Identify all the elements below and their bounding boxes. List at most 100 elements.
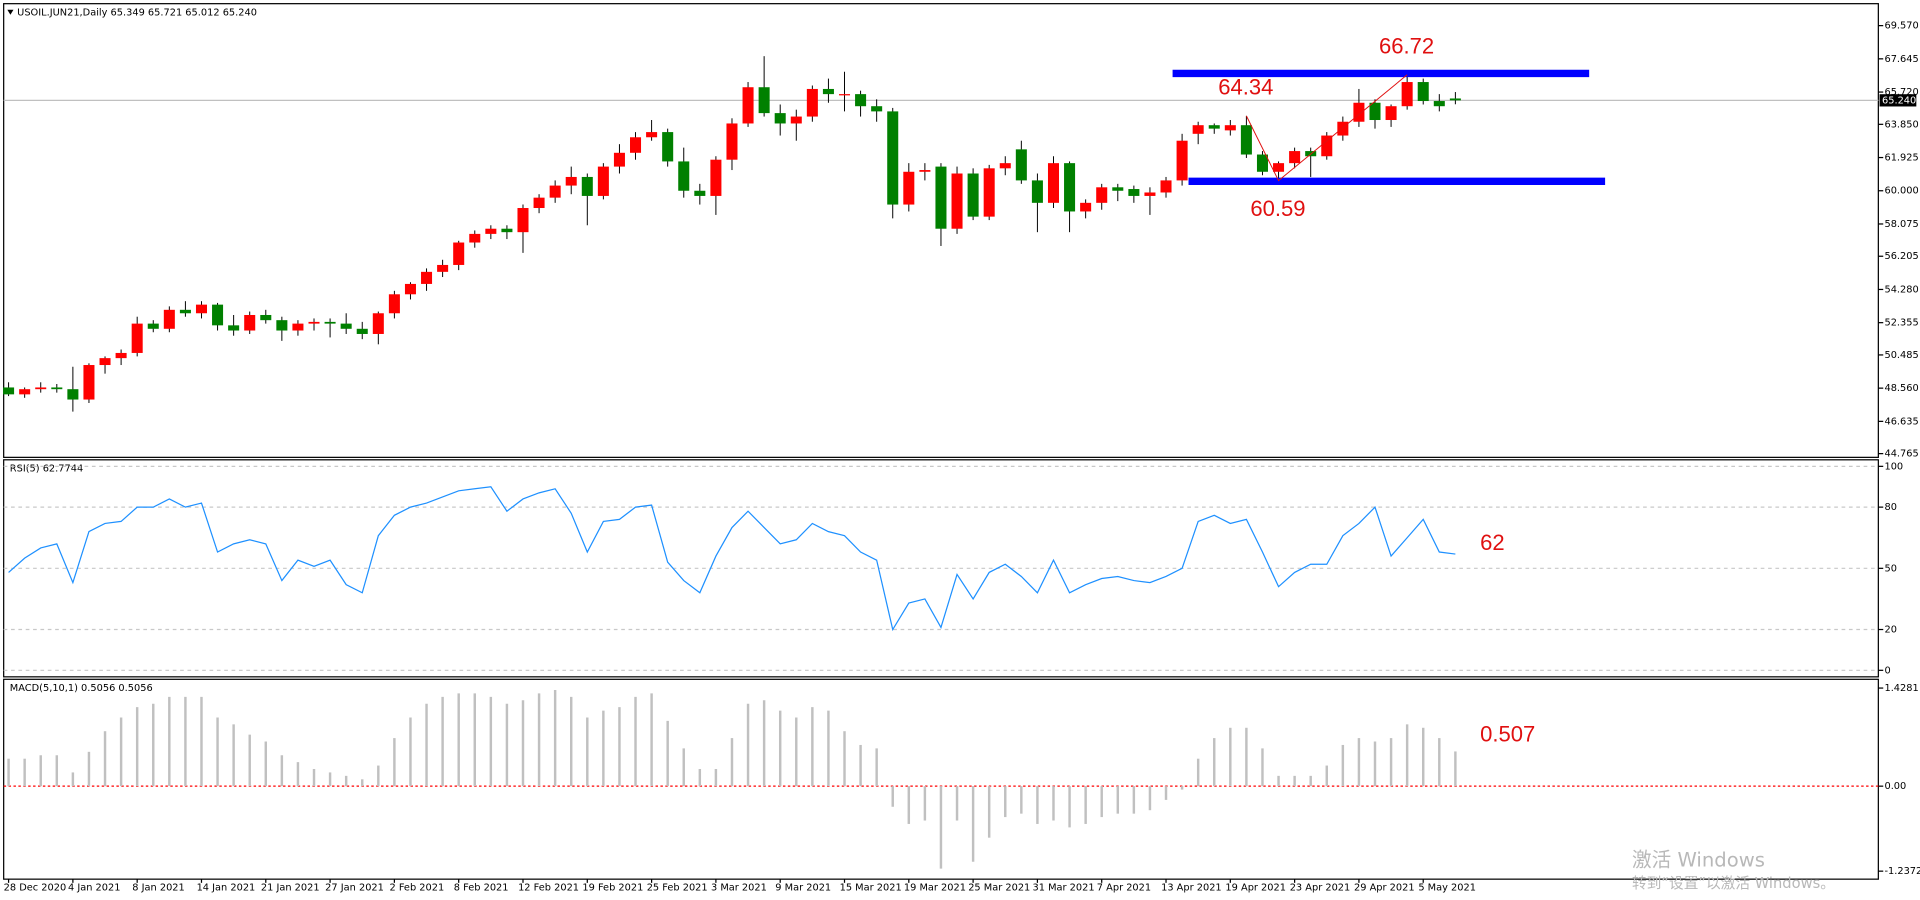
candle-body xyxy=(726,123,738,160)
candle-body xyxy=(935,166,947,229)
y-tick-label: 50.485 xyxy=(1884,350,1918,361)
x-tick-label: 25 Feb 2021 xyxy=(647,883,708,894)
y-tick-label: 0.00 xyxy=(1884,781,1906,792)
candle-body xyxy=(1321,135,1333,157)
macd-pane xyxy=(3,678,1879,880)
y-tick-label: -1.2372 xyxy=(1884,866,1920,877)
candle-body xyxy=(967,173,979,217)
y-tick-label: 100 xyxy=(1884,461,1903,472)
candle-body xyxy=(903,171,915,205)
candle-body xyxy=(742,87,754,124)
candle-body xyxy=(1031,180,1043,203)
candle-body xyxy=(855,94,867,107)
x-tick-label: 28 Dec 2020 xyxy=(4,883,67,894)
candle-body xyxy=(613,152,625,167)
x-tick-label: 19 Mar 2021 xyxy=(904,883,966,894)
y-tick-label: 52.355 xyxy=(1884,318,1918,329)
chart-title: USOIL.JUN21,Daily 65.349 65.721 65.012 6… xyxy=(17,7,257,18)
candle-body xyxy=(919,170,931,172)
price-annotation: 60.59 xyxy=(1250,196,1305,221)
candle-body xyxy=(1449,98,1461,101)
candle-body xyxy=(1353,102,1365,122)
rsi-annotation: 62 xyxy=(1480,530,1505,555)
x-tick-label: 8 Jan 2021 xyxy=(132,883,184,894)
x-tick-label: 9 Mar 2021 xyxy=(775,883,831,894)
candle-body xyxy=(244,314,256,331)
candle-body xyxy=(228,325,240,331)
x-tick-label: 8 Feb 2021 xyxy=(454,883,509,894)
zigzag-line xyxy=(1245,74,1408,182)
y-tick-label: 61.925 xyxy=(1884,153,1918,164)
x-tick-label: 2 Feb 2021 xyxy=(389,883,444,894)
y-tick-label: 56.205 xyxy=(1884,251,1918,262)
x-tick-label: 21 Jan 2021 xyxy=(261,883,320,894)
candle-body xyxy=(276,320,288,331)
candle-body xyxy=(179,309,191,314)
price-pane xyxy=(3,3,1879,458)
candle-body xyxy=(19,389,31,395)
candle-body xyxy=(678,161,690,191)
candle-body xyxy=(1144,192,1156,196)
candle-body xyxy=(67,389,79,400)
last-price-label: 65.240 xyxy=(1882,95,1916,106)
x-tick-label: 19 Feb 2021 xyxy=(582,883,643,894)
candle-body xyxy=(1240,125,1252,155)
candle-body xyxy=(1064,163,1076,212)
candle-body xyxy=(983,168,995,217)
candle-body xyxy=(758,87,770,114)
candle-body xyxy=(51,387,63,390)
candle-body xyxy=(822,88,834,95)
candle-body xyxy=(83,365,95,400)
y-tick-label: 44.765 xyxy=(1884,449,1918,460)
last-price-box xyxy=(1879,94,1917,107)
candle-body xyxy=(324,321,336,324)
candle-body xyxy=(35,387,47,390)
candle-body xyxy=(195,304,207,314)
candle-body xyxy=(356,328,368,334)
candle-body xyxy=(1385,106,1397,121)
candle-body xyxy=(1401,82,1413,107)
candle-body xyxy=(710,159,722,196)
y-tick-label: 63.850 xyxy=(1884,119,1918,130)
macd-title: MACD(5,10,1) 0.5056 0.5056 xyxy=(10,683,153,694)
y-tick-label: 50 xyxy=(1884,563,1896,574)
candle-body xyxy=(3,387,15,395)
y-tick-label: 1.4281 xyxy=(1884,683,1918,694)
x-tick-label: 5 May 2021 xyxy=(1418,883,1476,894)
candle-body xyxy=(1369,102,1381,121)
y-tick-label: 20 xyxy=(1884,625,1896,636)
x-tick-label: 4 Jan 2021 xyxy=(68,883,120,894)
candle-body xyxy=(1015,149,1027,181)
candle-body xyxy=(147,323,159,329)
candle-body xyxy=(871,106,883,112)
y-tick-label: 69.570 xyxy=(1884,21,1918,32)
price-annotation: 64.34 xyxy=(1218,75,1273,100)
candle-body xyxy=(790,116,802,124)
x-tick-label: 15 Mar 2021 xyxy=(840,883,902,894)
candle-body xyxy=(1160,180,1172,193)
candle-body xyxy=(437,264,449,272)
x-tick-label: 23 Apr 2021 xyxy=(1290,883,1351,894)
candle-body xyxy=(1417,82,1429,102)
candle-body xyxy=(131,323,143,353)
y-tick-label: 60.000 xyxy=(1884,186,1918,197)
x-tick-label: 25 Mar 2021 xyxy=(968,883,1030,894)
candle-body xyxy=(212,304,224,326)
y-tick-label: 48.560 xyxy=(1884,383,1918,394)
candle-body xyxy=(1128,189,1140,196)
candle-body xyxy=(115,352,127,359)
x-tick-label: 13 Apr 2021 xyxy=(1161,883,1222,894)
candle-body xyxy=(292,323,304,331)
y-tick-label: 80 xyxy=(1884,502,1896,513)
candle-body xyxy=(1192,125,1204,134)
candle-body xyxy=(517,208,529,233)
candle-body xyxy=(1096,187,1108,203)
x-tick-label: 3 Mar 2021 xyxy=(711,883,767,894)
y-tick-label: 46.635 xyxy=(1884,416,1918,427)
price-annotation: 66.72 xyxy=(1379,34,1434,59)
candle-body xyxy=(469,233,481,243)
candle-body xyxy=(340,323,352,329)
candle-body xyxy=(485,228,497,234)
